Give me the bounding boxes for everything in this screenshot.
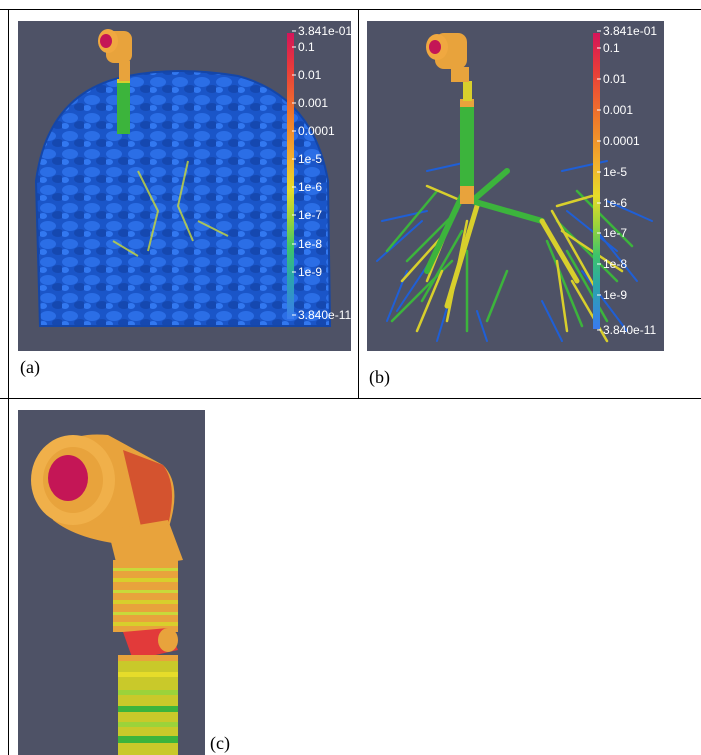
colorbar-max-label: 3.841e-01: [298, 24, 351, 38]
panel-b-colorbar-labels: 3.841e-01 0.1 0.01 0.001 0.0001 1e-5 1e-6 1e-7 1…: [597, 24, 657, 337]
colorbar-tick-label: 1e-7: [603, 226, 627, 240]
colorbar-tick-label: 1e-5: [603, 165, 627, 179]
colorbar-min-label: 3.840e-11: [603, 323, 656, 337]
panel-c-mouthpiece-closeup: [31, 434, 183, 755]
colorbar-tick-label: 1e-5: [298, 152, 322, 166]
colorbar-tick-label: 1e-6: [603, 196, 627, 210]
colorbar-tick-label: 0.0001: [603, 134, 640, 148]
panel-b-caption: (b): [369, 367, 390, 387]
colorbar-max-label: 3.841e-01: [603, 24, 657, 38]
colorbar-tick-label: 1e-6: [298, 180, 322, 194]
colorbar-tick-label: 0.001: [603, 103, 633, 117]
panel-a-lung-tissue-render: 3.841e-01 0.1 0.01 0.001 0.0001 1e-5 1e-6 1e-7 1…: [34, 24, 351, 327]
colorbar-tick-label: 0.01: [603, 72, 627, 86]
table-left-border: [8, 9, 9, 755]
panel-a-colorbar-labels: 3.841e-01 0.1 0.01 0.001 0.0001 1e-5 1e-6 1e-7 1…: [292, 24, 351, 322]
colorbar-tick-label: 0.01: [298, 68, 322, 82]
panel-b-airway-tree-render: 3.841e-01 0.1 0.01 0.001 0.0001 1e-5 1e-6 1e-7 1…: [376, 24, 657, 343]
panel-c-caption: (c): [210, 733, 230, 753]
colorbar-tick-label: 1e-9: [603, 288, 627, 302]
panel-b-render: 3.841e-01 0.1 0.01 0.001 0.0001 1e-5 1e-6 1e-7 1…: [367, 21, 664, 351]
panel-c-render: [18, 410, 205, 755]
colorbar-tick-label: 1e-8: [603, 257, 627, 271]
panel-a-render: 3.841e-01 0.1 0.01 0.001 0.0001 1e-5 1e-6 1e-7 1…: [18, 21, 351, 351]
colorbar-tick-label: 1e-8: [298, 237, 322, 251]
colorbar-tick-label: 0.0001: [298, 124, 335, 138]
colorbar-tick-label: 0.001: [298, 96, 328, 110]
colorbar-tick-label: 0.1: [603, 41, 620, 55]
colorbar-min-label: 3.840e-11: [298, 308, 351, 322]
colorbar-tick-label: 1e-9: [298, 265, 322, 279]
panel-a-caption: (a): [20, 357, 40, 377]
colorbar-tick-label: 1e-7: [298, 208, 322, 222]
table-middle-border: [0, 398, 701, 399]
table-top-border: [0, 9, 701, 10]
table-column-divider: [358, 9, 359, 398]
colorbar-tick-label: 0.1: [298, 40, 315, 54]
